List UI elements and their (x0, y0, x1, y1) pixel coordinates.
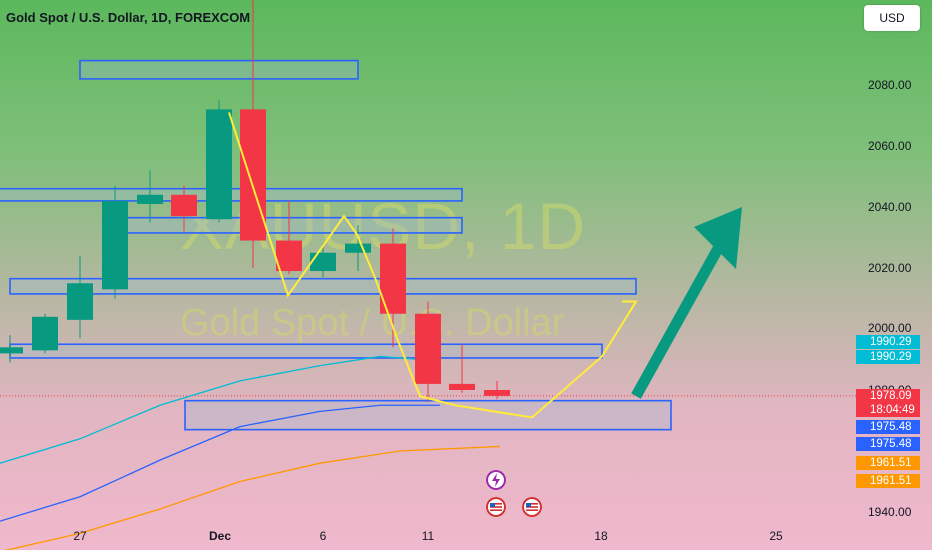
price-badge: 1978.09 (856, 389, 920, 403)
price-badge: 1990.29 (856, 350, 920, 364)
moving-average-line (4, 445, 501, 550)
candle-body (137, 194, 163, 204)
price-badge: 1975.48 (856, 437, 920, 451)
candle-body (240, 109, 266, 241)
candle-body (310, 252, 336, 272)
countdown-badge: 18:04:49 (856, 403, 920, 417)
zone-rectangle (79, 59, 359, 80)
lightning-icon[interactable] (486, 470, 506, 490)
y-tick: 2020.00 (868, 261, 912, 275)
zone-rectangle (124, 216, 463, 234)
trend-arrow-shaft (631, 242, 725, 399)
description-watermark: Gold Spot / U.S. Dollar (180, 302, 565, 344)
moving-average-line (0, 404, 440, 522)
price-badge: 1975.48 (856, 420, 920, 434)
x-tick: Dec (208, 529, 232, 543)
candle-body (0, 347, 23, 354)
currency-button[interactable]: USD (864, 5, 920, 31)
x-tick: 25 (769, 529, 783, 543)
price-badge: 1961.51 (856, 474, 920, 488)
chart-title: Gold Spot / U.S. Dollar, 1D, FOREXCOM (6, 10, 251, 25)
candle-body (449, 383, 475, 390)
us-flag-icon[interactable] (522, 497, 542, 517)
projection-path (228, 112, 637, 419)
candle-body (206, 109, 232, 220)
y-tick: 2080.00 (868, 78, 912, 92)
y-tick: 2060.00 (868, 139, 912, 153)
x-tick: 18 (594, 529, 608, 543)
x-tick: 6 (319, 529, 327, 543)
zone-rectangle (9, 343, 603, 359)
candle-body (484, 390, 510, 396)
zone-rectangle (9, 277, 637, 295)
candle-body (171, 194, 197, 217)
candle-body (32, 316, 58, 351)
candle-body (345, 243, 371, 253)
candle-body (415, 313, 441, 384)
price-badge: 1990.29 (856, 335, 920, 349)
x-tick: 27 (73, 529, 87, 543)
moving-average-line (0, 355, 421, 464)
candle-body (102, 200, 128, 290)
trend-arrow-head (694, 207, 742, 269)
y-tick: 2040.00 (868, 200, 912, 214)
projection-arrowhead (622, 300, 638, 315)
y-tick: 1940.00 (868, 505, 912, 519)
candle-body (67, 283, 93, 320)
y-tick: 2000.00 (868, 321, 912, 335)
us-flag-icon[interactable] (486, 497, 506, 517)
candle-body (276, 240, 302, 272)
price-badge: 1961.51 (856, 456, 920, 470)
x-tick: 11 (421, 529, 435, 543)
